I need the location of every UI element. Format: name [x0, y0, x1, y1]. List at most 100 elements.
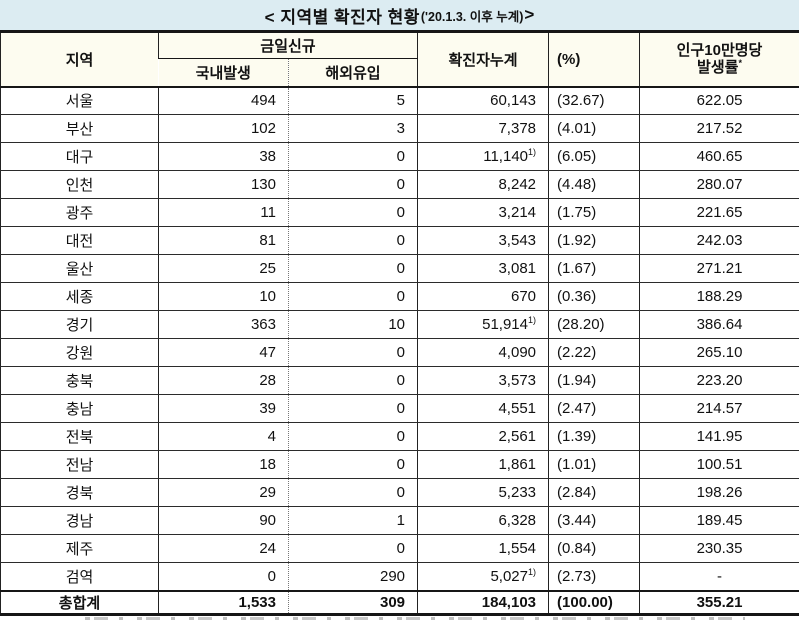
- percent-cell: (4.48): [548, 170, 640, 199]
- per100k-cell: 460.65: [639, 142, 799, 171]
- region-cell: 광주: [0, 198, 159, 227]
- region-cell: 인천: [0, 170, 159, 199]
- domestic-cell: 18: [158, 450, 289, 479]
- domestic-cell: 38: [158, 142, 289, 171]
- table-row: 인천 130 0 8,242 (4.48) 280.07: [0, 170, 799, 199]
- region-cell: 대전: [0, 226, 159, 255]
- percent-cell: (28.20): [548, 310, 640, 339]
- cumulative-cell: 51,9141): [417, 310, 549, 339]
- domestic-cell: 29: [158, 478, 289, 507]
- cumulative-cell: 3,543: [417, 226, 549, 255]
- header-domestic: 국내발생: [158, 58, 289, 87]
- domestic-cell: 24: [158, 534, 289, 563]
- imported-cell: 10: [287, 310, 418, 339]
- region-cell: 검역: [0, 562, 159, 591]
- per100k-cell: 221.65: [639, 198, 799, 227]
- domestic-cell: 4: [158, 422, 289, 451]
- region-cell: 총합계: [0, 589, 159, 615]
- percent-cell: (1.01): [548, 450, 640, 479]
- table-title: < 지역별 확진자 현황: [264, 7, 420, 27]
- table-row: 충북 28 0 3,573 (1.94) 223.20: [0, 366, 799, 395]
- table-row: 부산 102 3 7,378 (4.01) 217.52: [0, 114, 799, 143]
- per100k-cell: 198.26: [639, 478, 799, 507]
- cumulative-cell: 11,1401): [417, 142, 549, 171]
- region-cell: 제주: [0, 534, 159, 563]
- imported-cell: 0: [287, 226, 418, 255]
- clipped-footnote-text: [85, 617, 745, 620]
- cumulative-cell: 8,242: [417, 170, 549, 199]
- percent-cell: (2.73): [548, 562, 640, 591]
- cumulative-cell: 670: [417, 282, 549, 311]
- domestic-cell: 47: [158, 338, 289, 367]
- domestic-cell: 363: [158, 310, 289, 339]
- cumulative-cell: 5,233: [417, 478, 549, 507]
- per100k-cell: 280.07: [639, 170, 799, 199]
- per100k-cell: 242.03: [639, 226, 799, 255]
- table-row: 대구 38 0 11,1401) (6.05) 460.65: [0, 142, 799, 171]
- imported-cell: 0: [287, 450, 418, 479]
- table-header: 지역 금일신규 확진자누계 (%) 인구10만명당 발생률* 국내발생 해외유입: [0, 31, 799, 87]
- imported-cell: 0: [287, 394, 418, 423]
- percent-cell: (2.47): [548, 394, 640, 423]
- domestic-cell: 130: [158, 170, 289, 199]
- per100k-cell: -: [639, 562, 799, 591]
- region-cell: 부산: [0, 114, 159, 143]
- cumulative-cell: 3,573: [417, 366, 549, 395]
- cumulative-cell: 4,090: [417, 338, 549, 367]
- imported-cell: 0: [287, 338, 418, 367]
- percent-cell: (3.44): [548, 506, 640, 535]
- region-cell: 전남: [0, 450, 159, 479]
- per100k-cell: 386.64: [639, 310, 799, 339]
- percent-cell: (4.01): [548, 114, 640, 143]
- domestic-cell: 102: [158, 114, 289, 143]
- table-title-bar: < 지역별 확진자 현황 ('20.1.3. 이후 누계) >: [0, 0, 799, 30]
- cumulative-cell: 184,103: [417, 589, 549, 615]
- imported-cell: 290: [287, 562, 418, 591]
- table-body: 서울 494 5 60,143 (32.67) 622.05 부산 102 3 …: [0, 86, 799, 615]
- header-region: 지역: [0, 31, 159, 87]
- table-row: 전북 4 0 2,561 (1.39) 141.95: [0, 422, 799, 451]
- imported-cell: 1: [287, 506, 418, 535]
- cumulative-cell: 60,143: [417, 86, 549, 115]
- per100k-cell: 355.21: [639, 589, 799, 615]
- imported-cell: 0: [287, 254, 418, 283]
- imported-cell: 0: [287, 478, 418, 507]
- domestic-cell: 1,533: [158, 589, 289, 615]
- imported-cell: 3: [287, 114, 418, 143]
- table-row: 경남 90 1 6,328 (3.44) 189.45: [0, 506, 799, 535]
- percent-cell: (1.39): [548, 422, 640, 451]
- per100k-cell: 188.29: [639, 282, 799, 311]
- table-title-date-range: ('20.1.3. 이후 누계): [420, 9, 524, 24]
- regional-cases-table: 지역 금일신규 확진자누계 (%) 인구10만명당 발생률* 국내발생 해외유입…: [0, 30, 799, 616]
- region-cell: 대구: [0, 142, 159, 171]
- footnote-marker: 1): [528, 566, 537, 577]
- region-cell: 경북: [0, 478, 159, 507]
- region-cell: 경기: [0, 310, 159, 339]
- cumulative-cell: 1,861: [417, 450, 549, 479]
- header-per100k-line2: 발생률: [697, 59, 739, 77]
- table-row: 제주 24 0 1,554 (0.84) 230.35: [0, 534, 799, 563]
- table-row: 대전 81 0 3,543 (1.92) 242.03: [0, 226, 799, 255]
- region-cell: 충남: [0, 394, 159, 423]
- per100k-cell: 214.57: [639, 394, 799, 423]
- imported-cell: 309: [287, 589, 418, 615]
- percent-cell: (1.94): [548, 366, 640, 395]
- header-imported: 해외유입: [287, 58, 418, 87]
- domestic-cell: 25: [158, 254, 289, 283]
- percent-cell: (6.05): [548, 142, 640, 171]
- header-today-new: 금일신규: [157, 31, 418, 59]
- per100k-cell: 230.35: [639, 534, 799, 563]
- domestic-cell: 10: [158, 282, 289, 311]
- table-row: 울산 25 0 3,081 (1.67) 271.21: [0, 254, 799, 283]
- cumulative-cell: 3,214: [417, 198, 549, 227]
- per100k-cell: 271.21: [639, 254, 799, 283]
- imported-cell: 0: [287, 198, 418, 227]
- footnote-marker: 1): [528, 315, 537, 325]
- per100k-cell: 223.20: [639, 366, 799, 395]
- domestic-cell: 0: [158, 562, 289, 591]
- region-cell: 강원: [0, 338, 159, 367]
- header-percent: (%): [548, 31, 640, 87]
- per100k-cell: 622.05: [639, 86, 799, 115]
- domestic-cell: 28: [158, 366, 289, 395]
